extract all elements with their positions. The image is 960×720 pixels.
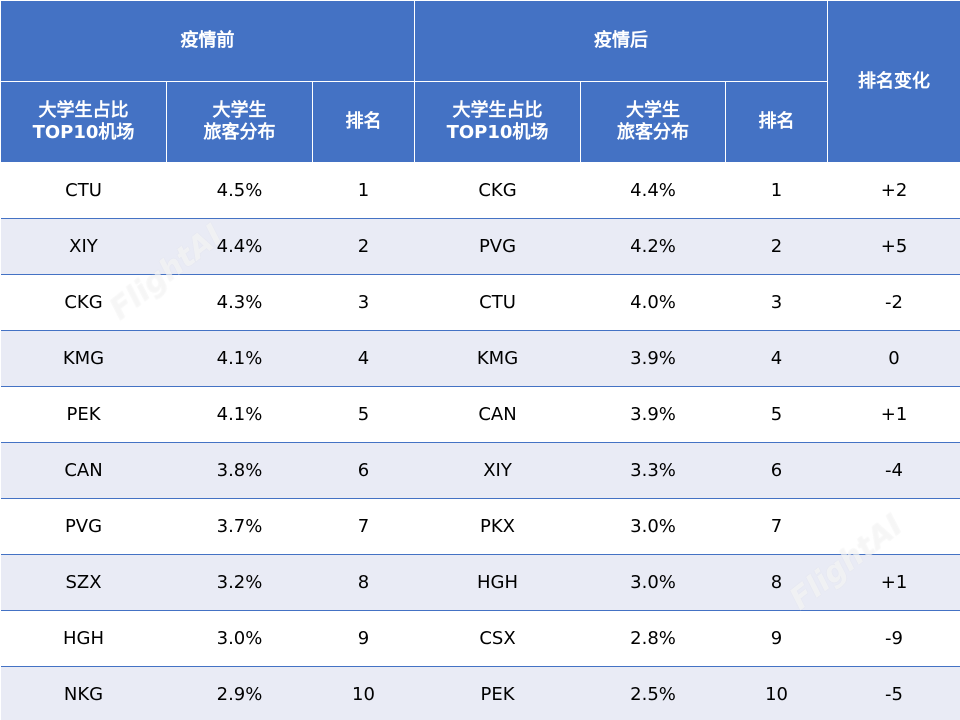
before-rank-cell: 9 xyxy=(312,610,415,667)
table-row: PEK 4.1% 5 CAN 3.9% 5 +1 xyxy=(0,386,960,443)
rank-change-cell: -9 xyxy=(827,610,960,667)
before-airport-cell: CTU xyxy=(0,162,167,219)
table-body: CTU 4.5% 1 CKG 4.4% 1 +2 XIY 4.4% 2 PVG 4.2% 2 +5 CKG 4… xyxy=(0,162,960,720)
after-rank-cell: 7 xyxy=(725,498,828,555)
after-rank-cell: 4 xyxy=(725,330,828,387)
after-share-cell: 4.2% xyxy=(580,218,726,275)
after-share-header-line1: 大学生 xyxy=(626,100,681,121)
after-airport-cell: XIY xyxy=(414,442,581,499)
after-share-cell: 4.4% xyxy=(580,162,726,219)
rank-change-cell: -2 xyxy=(827,274,960,331)
rank-change-cell: +5 xyxy=(827,218,960,275)
after-airport-header-line2: TOP10机场 xyxy=(446,122,549,143)
before-share-cell: 3.0% xyxy=(166,610,313,667)
before-airport-cell: CAN xyxy=(0,442,167,499)
table-row: CKG 4.3% 3 CTU 4.0% 3 -2 xyxy=(0,274,960,331)
before-airport-cell: NKG xyxy=(0,666,167,720)
after-share-cell: 4.0% xyxy=(580,274,726,331)
after-share-header: 大学生 旅客分布 xyxy=(580,81,727,163)
before-rank-cell: 2 xyxy=(312,218,415,275)
table-row: PVG 3.7% 7 PKX 3.0% 7 xyxy=(0,498,960,555)
after-share-cell: 3.3% xyxy=(580,442,726,499)
table-row: SZX 3.2% 8 HGH 3.0% 8 +1 xyxy=(0,554,960,611)
before-airport-header-line1: 大学生占比 xyxy=(38,100,129,121)
after-airport-cell: PEK xyxy=(414,666,581,720)
after-share-cell: 3.0% xyxy=(580,498,726,555)
after-airport-cell: CSX xyxy=(414,610,581,667)
before-share-header-line1: 大学生 xyxy=(212,100,267,121)
after-airport-cell: KMG xyxy=(414,330,581,387)
before-share-cell: 4.3% xyxy=(166,274,313,331)
before-rank-header: 排名 xyxy=(311,81,416,163)
table-row: KMG 4.1% 4 KMG 3.9% 4 0 xyxy=(0,330,960,387)
after-rank-cell: 3 xyxy=(725,274,828,331)
before-rank-cell: 6 xyxy=(312,442,415,499)
after-airport-cell: CAN xyxy=(414,386,581,443)
before-share-cell: 4.1% xyxy=(166,386,313,443)
after-airport-cell: PKX xyxy=(414,498,581,555)
after-airport-header: 大学生占比 TOP10机场 xyxy=(414,81,582,163)
before-rank-cell: 8 xyxy=(312,554,415,611)
before-rank-cell: 10 xyxy=(312,666,415,720)
before-airport-cell: PVG xyxy=(0,498,167,555)
before-airport-header: 大学生占比 TOP10机场 xyxy=(0,81,167,163)
before-share-cell: 4.5% xyxy=(166,162,313,219)
rank-change-cell: -4 xyxy=(827,442,960,499)
before-airport-cell: KMG xyxy=(0,330,167,387)
before-airport-cell: PEK xyxy=(0,386,167,443)
rank-change-cell xyxy=(827,498,960,555)
after-rank-header: 排名 xyxy=(725,81,829,163)
after-airport-cell: PVG xyxy=(414,218,581,275)
table-row: CAN 3.8% 6 XIY 3.3% 6 -4 xyxy=(0,442,960,499)
before-airport-cell: HGH xyxy=(0,610,167,667)
after-rank-cell: 5 xyxy=(725,386,828,443)
rank-change-cell: +2 xyxy=(827,162,960,219)
after-airport-cell: HGH xyxy=(414,554,581,611)
after-share-cell: 2.5% xyxy=(580,666,726,720)
rank-change-cell: +1 xyxy=(827,386,960,443)
before-share-cell: 3.8% xyxy=(166,442,313,499)
before-share-header: 大学生 旅客分布 xyxy=(166,81,313,163)
before-group-header: 疫情前 xyxy=(0,0,416,82)
after-rank-cell: 2 xyxy=(725,218,828,275)
after-airport-header-line1: 大学生占比 xyxy=(452,100,543,121)
after-rank-cell: 10 xyxy=(725,666,828,720)
before-rank-cell: 1 xyxy=(312,162,415,219)
after-rank-cell: 6 xyxy=(725,442,828,499)
before-airport-cell: SZX xyxy=(0,554,167,611)
before-airport-header-line2: TOP10机场 xyxy=(32,122,135,143)
before-share-cell: 3.2% xyxy=(166,554,313,611)
before-airport-cell: XIY xyxy=(0,218,167,275)
after-share-cell: 3.0% xyxy=(580,554,726,611)
before-rank-cell: 3 xyxy=(312,274,415,331)
after-rank-cell: 8 xyxy=(725,554,828,611)
before-share-header-line2: 旅客分布 xyxy=(203,122,276,143)
before-share-cell: 3.7% xyxy=(166,498,313,555)
before-share-cell: 4.1% xyxy=(166,330,313,387)
after-rank-cell: 9 xyxy=(725,610,828,667)
table-row: NKG 2.9% 10 PEK 2.5% 10 -5 xyxy=(0,666,960,720)
before-share-cell: 4.4% xyxy=(166,218,313,275)
after-group-header: 疫情后 xyxy=(414,0,829,82)
after-share-header-line2: 旅客分布 xyxy=(617,122,690,143)
rank-change-cell: 0 xyxy=(827,330,960,387)
table-row: CTU 4.5% 1 CKG 4.4% 1 +2 xyxy=(0,162,960,219)
before-rank-cell: 7 xyxy=(312,498,415,555)
after-share-cell: 3.9% xyxy=(580,330,726,387)
before-airport-cell: CKG xyxy=(0,274,167,331)
table-row: XIY 4.4% 2 PVG 4.2% 2 +5 xyxy=(0,218,960,275)
after-share-cell: 2.8% xyxy=(580,610,726,667)
after-airport-cell: CTU xyxy=(414,274,581,331)
after-airport-cell: CKG xyxy=(414,162,581,219)
before-share-cell: 2.9% xyxy=(166,666,313,720)
rank-change-header: 排名变化 xyxy=(827,0,960,163)
after-rank-cell: 1 xyxy=(725,162,828,219)
before-rank-cell: 4 xyxy=(312,330,415,387)
after-share-cell: 3.9% xyxy=(580,386,726,443)
table-row: HGH 3.0% 9 CSX 2.8% 9 -9 xyxy=(0,610,960,667)
rank-change-cell: +1 xyxy=(827,554,960,611)
before-rank-cell: 5 xyxy=(312,386,415,443)
rank-change-cell: -5 xyxy=(827,666,960,720)
